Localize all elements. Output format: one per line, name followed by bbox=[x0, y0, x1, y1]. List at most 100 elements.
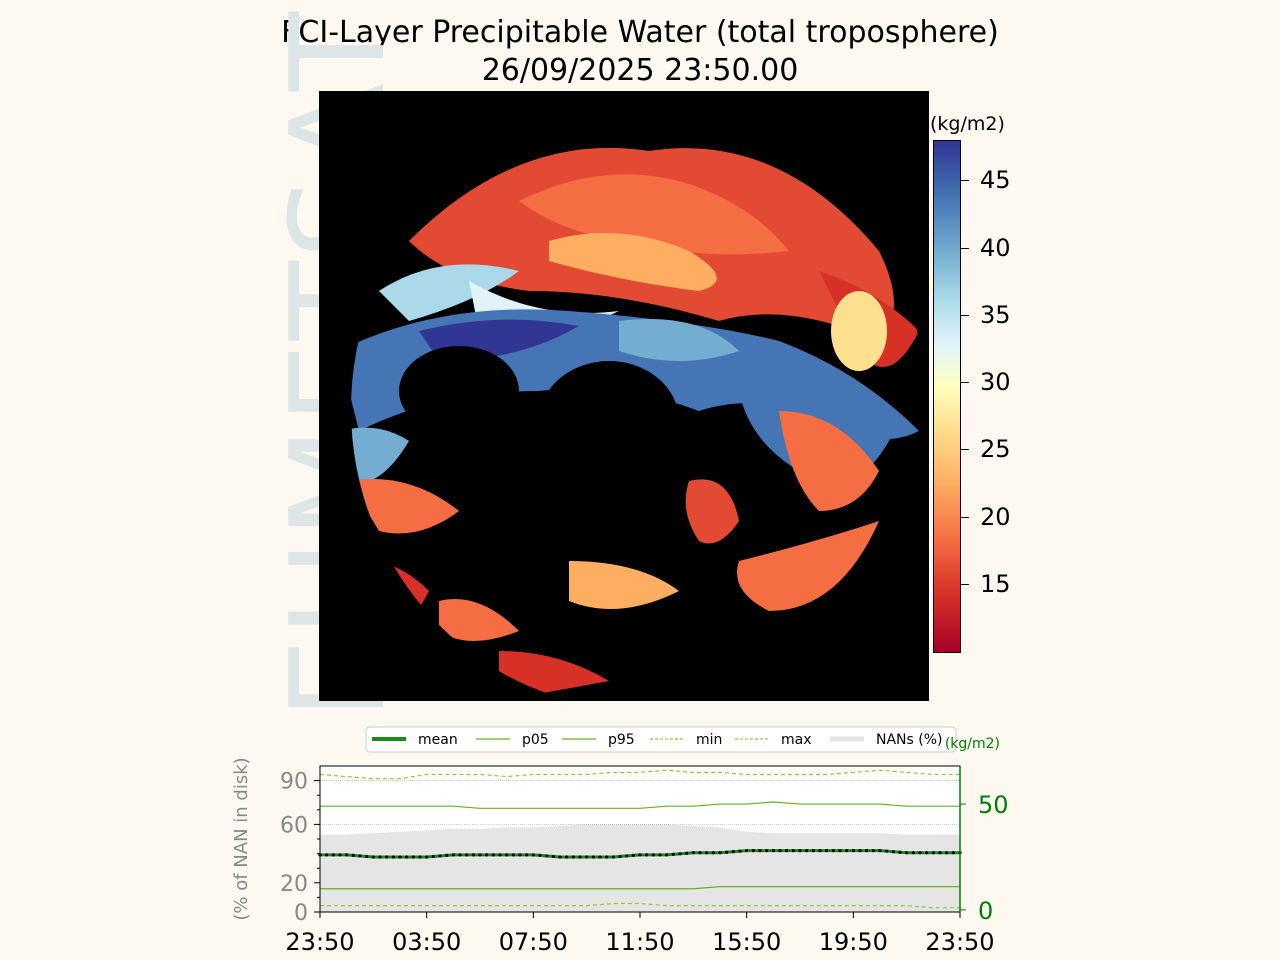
plot-frame bbox=[319, 765, 961, 913]
legend-label: NANs (%) bbox=[876, 732, 943, 748]
series-mean-dot bbox=[498, 853, 502, 857]
series-mean-dot bbox=[451, 853, 455, 857]
series-mean-dot bbox=[545, 854, 549, 858]
series-max-line bbox=[319, 769, 960, 780]
series-p95-line bbox=[320, 801, 960, 809]
series-mean-dot bbox=[478, 853, 482, 857]
x-tick-label: 03:50 bbox=[392, 928, 461, 956]
x-tick-label: 23:50 bbox=[925, 928, 994, 956]
series-mean-dot bbox=[678, 852, 682, 856]
series-mean-dot bbox=[865, 849, 869, 853]
legend-label: mean bbox=[418, 732, 458, 748]
series-mean-dot bbox=[505, 853, 509, 857]
series-mean-dot bbox=[331, 853, 335, 857]
series-mean-dot bbox=[871, 849, 875, 853]
series-mean-dot bbox=[365, 854, 369, 859]
colorbar-tick-label: 45 bbox=[980, 166, 1011, 195]
series-mean-dot bbox=[671, 852, 675, 856]
series-mean-dot bbox=[951, 851, 955, 855]
series-mean-dot bbox=[378, 855, 382, 859]
series-mean-dot bbox=[418, 855, 422, 859]
colorbar-tick-mark bbox=[961, 516, 969, 518]
timeseries-axes: 0 20 60 90 (% of NAN in disk) 0 50 (kg/m2) 23:50… bbox=[231, 736, 1009, 956]
series-mean-dot bbox=[731, 850, 735, 854]
series-mean-dot bbox=[831, 849, 835, 853]
plot-background bbox=[320, 766, 960, 912]
series-p05-line bbox=[320, 886, 960, 890]
series-mean-dot bbox=[838, 849, 842, 853]
series-mean-dot bbox=[371, 855, 375, 859]
colorbar-tick-mark bbox=[961, 449, 969, 451]
legend-label: p95 bbox=[608, 732, 635, 748]
series-mean-dot bbox=[911, 851, 915, 855]
colorbar-tick-mark bbox=[961, 583, 969, 585]
series-mean-dot bbox=[471, 853, 475, 857]
colorbar bbox=[933, 140, 961, 653]
series-mean-dot bbox=[798, 849, 802, 853]
series-mean-dot bbox=[905, 851, 909, 855]
series-mean-dot bbox=[685, 851, 689, 855]
series-mean-dot bbox=[791, 849, 795, 853]
series-mean-dot bbox=[531, 853, 535, 857]
series-mean-dot bbox=[491, 853, 495, 857]
series-mean-dot bbox=[811, 849, 815, 853]
left-tick-label: 20 bbox=[280, 872, 308, 897]
left-tick-label: 60 bbox=[280, 813, 308, 838]
right-tick-label: 50 bbox=[978, 791, 1009, 819]
disk-pattern bbox=[351, 109, 927, 701]
colorbar-tick-label: 25 bbox=[980, 435, 1011, 464]
legend-label: p05 bbox=[522, 732, 549, 748]
colorbar-unit: (kg/m2) bbox=[930, 113, 1005, 135]
series-mean-dot bbox=[878, 849, 882, 853]
x-tick-label: 15:50 bbox=[712, 928, 781, 956]
series-mean-dot bbox=[818, 849, 822, 853]
left-tick-label: 90 bbox=[280, 770, 308, 795]
series-mean-dot bbox=[931, 851, 935, 855]
chart-title: FCI-Layer Precipitable Water (total trop… bbox=[281, 15, 999, 50]
legend-label: min bbox=[696, 732, 722, 748]
series-mean-dot bbox=[918, 851, 922, 855]
series-mean-dot bbox=[925, 851, 929, 855]
series-mean-dot bbox=[945, 851, 949, 855]
series-mean-dot bbox=[658, 853, 662, 857]
legend-label: max bbox=[781, 732, 812, 748]
series-min-line bbox=[320, 902, 960, 909]
series-mean-dot bbox=[705, 851, 709, 855]
series-mean-dot bbox=[551, 854, 555, 859]
series-mean-dot bbox=[605, 855, 609, 859]
series-mean-dot bbox=[691, 851, 695, 855]
series-mean-dot bbox=[738, 849, 742, 853]
series-mean-dot bbox=[665, 853, 669, 857]
left-axis-label: (% of NAN in disk) bbox=[231, 757, 252, 920]
series-mean-dot bbox=[538, 853, 542, 857]
series-mean-dot bbox=[805, 849, 809, 853]
series-mean-dot bbox=[651, 853, 655, 857]
series-mean-dot bbox=[938, 851, 942, 855]
series-mean-dot bbox=[405, 855, 409, 859]
series-mean-dot bbox=[318, 853, 322, 857]
series-mean-dot bbox=[858, 849, 862, 853]
series-mean-dot bbox=[431, 854, 435, 859]
series-mean-dot bbox=[338, 853, 342, 857]
series-mean-dot bbox=[425, 855, 429, 859]
series-mean-dot bbox=[351, 853, 355, 857]
series-mean-dot bbox=[631, 853, 635, 857]
series-mean-dot bbox=[745, 849, 749, 853]
earth-disk-image bbox=[319, 91, 929, 701]
left-tick-label: 0 bbox=[294, 901, 308, 926]
series-mean-dot bbox=[785, 849, 789, 853]
x-tick-label: 07:50 bbox=[499, 928, 568, 956]
colorbar-tick-label: 40 bbox=[980, 233, 1011, 262]
x-tick-label: 19:50 bbox=[819, 928, 888, 956]
series-mean-dot bbox=[898, 850, 902, 854]
series-mean-dot bbox=[751, 849, 755, 853]
series-mean-dot bbox=[385, 855, 389, 859]
series-mean-dot bbox=[511, 853, 515, 857]
colorbar-tick-mark bbox=[961, 180, 969, 182]
series-mean-dot bbox=[358, 854, 362, 858]
series-mean-dot bbox=[445, 853, 449, 857]
series-mean-dot bbox=[758, 849, 762, 853]
series-mean-dot bbox=[825, 849, 829, 853]
colorbar-tick-mark bbox=[961, 382, 969, 384]
series-mean-dot bbox=[698, 851, 702, 855]
